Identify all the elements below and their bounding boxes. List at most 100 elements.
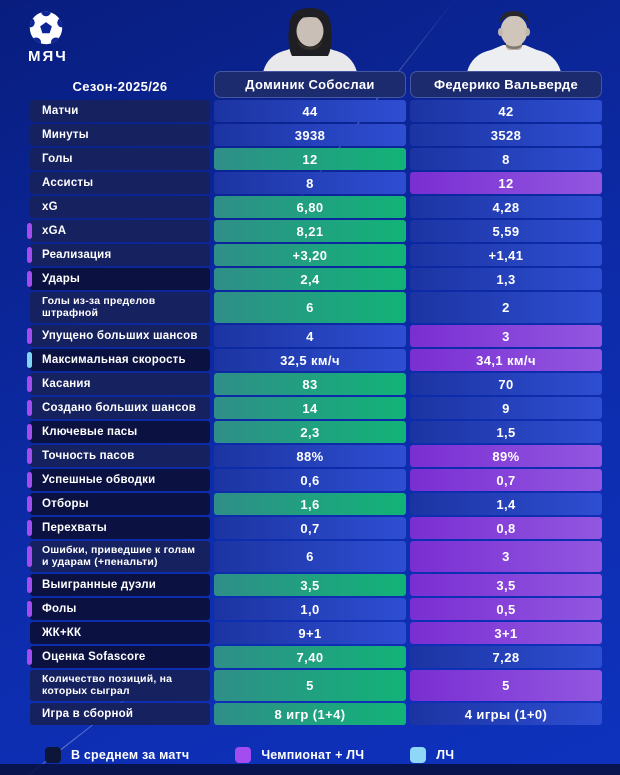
player-photo-szoboszlai: [263, 8, 357, 72]
stat-row: Перехваты 0,7 0,8: [27, 517, 602, 539]
league-ucl-marker-icon: [27, 649, 32, 665]
stat-row: Удары 2,4 1,3: [27, 268, 602, 290]
stat-value-szoboszlai: 9+1: [214, 622, 406, 644]
stat-row: Голы из-за пределов штрафной 6 2: [30, 292, 602, 323]
legend-item: ЛЧ: [410, 747, 454, 763]
stat-value-szoboszlai: 2,3: [214, 421, 406, 443]
legend-label: ЛЧ: [436, 748, 455, 762]
stat-value-szoboszlai: 83: [214, 373, 406, 395]
legend-label: Чемпионат + ЛЧ: [261, 748, 365, 762]
legend-item: Чемпионат + ЛЧ: [235, 747, 364, 763]
legend: В среднем за матч Чемпионат + ЛЧ ЛЧ: [45, 747, 454, 763]
brand-logo: МЯЧ: [28, 10, 68, 65]
league-ucl-marker-icon: [27, 520, 32, 536]
stat-row: Касания 83 70: [27, 373, 602, 395]
stat-value-valverde: 42: [410, 100, 602, 122]
stat-value-valverde: 2: [410, 292, 602, 323]
stat-label: Матчи: [30, 100, 210, 122]
stat-row: Отборы 1,6 1,4: [27, 493, 602, 515]
stat-row: ЖК+КК 9+1 3+1: [30, 622, 602, 644]
stat-label: Перехваты: [27, 517, 210, 539]
stat-label: Удары: [27, 268, 210, 290]
stat-value-szoboszlai: 1,0: [214, 598, 406, 620]
stat-label: Фолы: [27, 598, 210, 620]
stat-row: Точность пасов 88% 89%: [27, 445, 602, 467]
stat-value-szoboszlai: +3,20: [214, 244, 406, 266]
stat-label: Максимальная скорость: [27, 349, 210, 371]
stat-value-valverde: 12: [410, 172, 602, 194]
player-name-valverde: Федерико Вальверде: [410, 71, 602, 98]
league-ucl-marker-icon: [27, 545, 32, 568]
stat-label: Упущено больших шансов: [27, 325, 210, 347]
league-ucl-marker-icon: [27, 577, 32, 593]
bottom-bar: [0, 764, 620, 775]
stat-value-valverde: 8: [410, 148, 602, 170]
league-ucl-marker-icon: [27, 496, 32, 512]
stat-row: Создано больших шансов 14 9: [27, 397, 602, 419]
stat-value-szoboszlai: 8: [214, 172, 406, 194]
stat-value-valverde: 3+1: [410, 622, 602, 644]
stat-value-szoboszlai: 88%: [214, 445, 406, 467]
player-photos: [0, 2, 620, 72]
stat-label: xGA: [27, 220, 210, 242]
stat-value-valverde: 9: [410, 397, 602, 419]
stat-row: Игра в сборной 8 игр (1+4) 4 игры (1+0): [30, 703, 602, 725]
legend-swatch-icon: [235, 747, 252, 763]
stat-value-valverde: 1,4: [410, 493, 602, 515]
stat-value-valverde: 89%: [410, 445, 602, 467]
stat-value-valverde: 3528: [410, 124, 602, 146]
stat-row: Голы 12 8: [30, 148, 602, 170]
stat-value-szoboszlai: 6,80: [214, 196, 406, 218]
stat-row: Максимальная скорость 32,5 км/ч 34,1 км/ч: [27, 349, 602, 371]
stat-label: Игра в сборной: [30, 703, 210, 725]
stat-row: Упущено больших шансов 4 3: [27, 325, 602, 347]
legend-label: В среднем за матч: [71, 748, 190, 762]
stat-value-valverde: 4 игры (1+0): [410, 703, 602, 725]
league-ucl-marker-icon: [27, 328, 32, 344]
stat-row: Ошибки, приведшие к голам и ударам (+пен…: [27, 541, 602, 572]
stat-label: xG: [30, 196, 210, 218]
stat-row: Оценка Sofascore 7,40 7,28: [27, 646, 602, 668]
stat-value-valverde: 1,5: [410, 421, 602, 443]
stat-row: Ключевые пасы 2,3 1,5: [27, 421, 602, 443]
stat-value-szoboszlai: 44: [214, 100, 406, 122]
player-name-szoboszlai: Доминик Собослаи: [214, 71, 406, 98]
stat-label: Оценка Sofascore: [27, 646, 210, 668]
league-ucl-marker-icon: [27, 400, 32, 416]
stat-label: Касания: [27, 373, 210, 395]
league-ucl-marker-icon: [27, 424, 32, 440]
stat-value-valverde: 3: [410, 541, 602, 572]
stat-label: Ошибки, приведшие к голам и ударам (+пен…: [27, 541, 210, 572]
stat-value-szoboszlai: 1,6: [214, 493, 406, 515]
stat-value-szoboszlai: 0,7: [214, 517, 406, 539]
stats-table: Сезон-2025/26 Доминик Собослаи Федерико …: [27, 71, 602, 725]
league-ucl-marker-icon: [27, 223, 32, 239]
stat-row: Выигранные дуэли 3,5 3,5: [27, 574, 602, 596]
stat-label: Минуты: [30, 124, 210, 146]
stat-value-valverde: 0,5: [410, 598, 602, 620]
stat-label: Реализация: [27, 244, 210, 266]
stat-label: Голы из-за пределов штрафной: [30, 292, 210, 323]
stat-value-szoboszlai: 0,6: [214, 469, 406, 491]
stat-label: Выигранные дуэли: [27, 574, 210, 596]
stat-value-szoboszlai: 14: [214, 397, 406, 419]
stat-label: Успешные обводки: [27, 469, 210, 491]
soccer-ball-icon: [29, 11, 63, 45]
stat-value-szoboszlai: 6: [214, 541, 406, 572]
stat-value-valverde: 7,28: [410, 646, 602, 668]
season-label: Сезон-2025/26: [72, 79, 168, 94]
legend-item: В среднем за матч: [45, 747, 189, 763]
league-ucl-marker-icon: [27, 601, 32, 617]
stat-value-szoboszlai: 7,40: [214, 646, 406, 668]
stat-value-szoboszlai: 8 игр (1+4): [214, 703, 406, 725]
stat-row: Ассисты 8 12: [30, 172, 602, 194]
stat-label: Ключевые пасы: [27, 421, 210, 443]
stat-row: xG 6,80 4,28: [30, 196, 602, 218]
stat-value-valverde: 5: [410, 670, 602, 701]
table-header: Сезон-2025/26 Доминик Собослаи Федерико …: [30, 71, 602, 98]
stats-rows: Матчи 44 42 Минуты 3938 3528 Голы 12 8 Ассисты 8 12…: [27, 100, 602, 725]
stat-label: Ассисты: [30, 172, 210, 194]
stat-label: Отборы: [27, 493, 210, 515]
stat-value-valverde: 1,3: [410, 268, 602, 290]
